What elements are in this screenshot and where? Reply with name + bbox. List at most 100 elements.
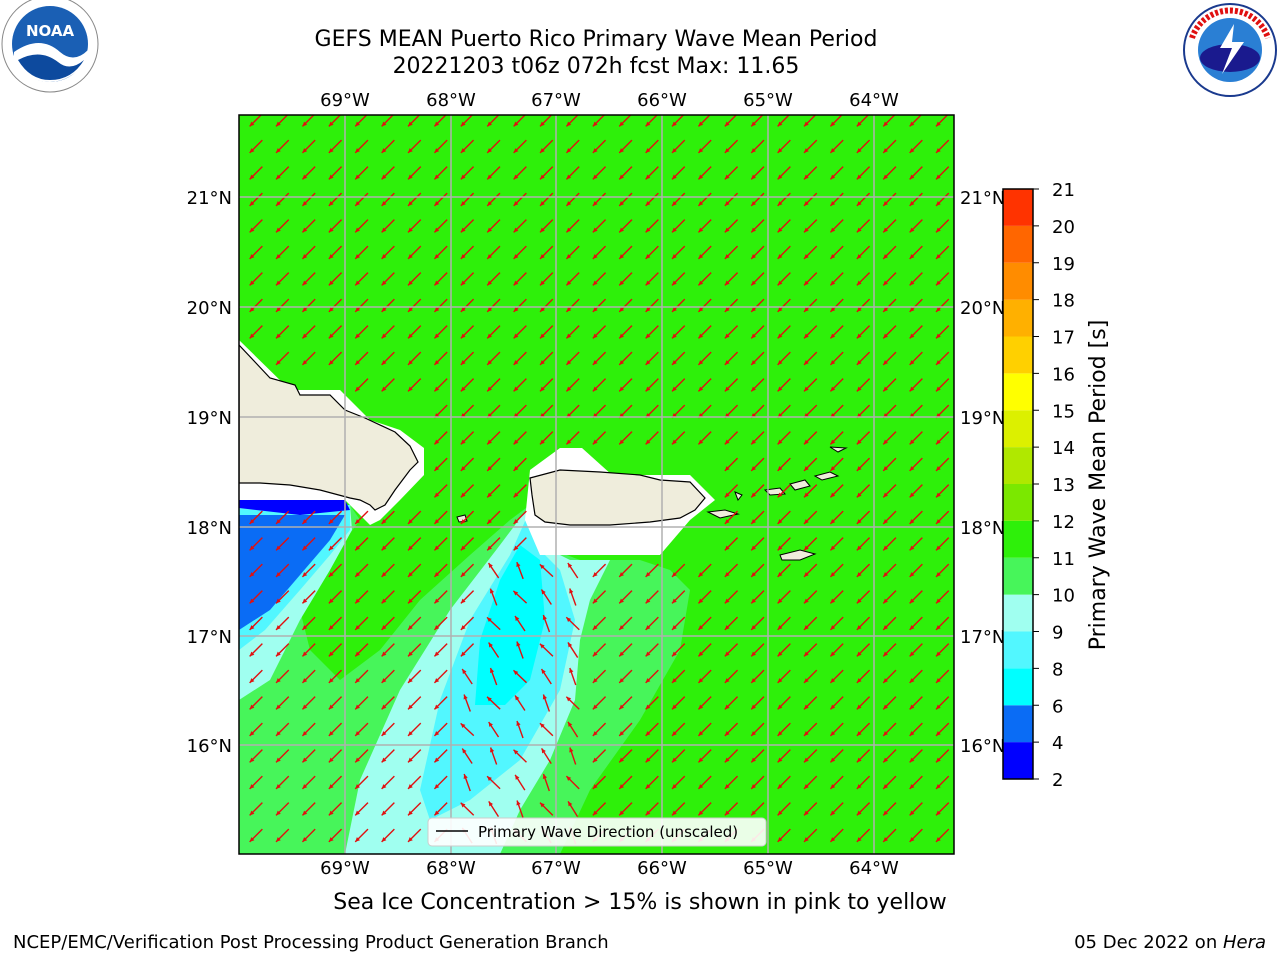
wave-arrow-head bbox=[856, 704, 862, 710]
lon-label-top: 65°W bbox=[743, 90, 793, 111]
wave-arrow-head bbox=[460, 519, 466, 524]
wave-arrow-head bbox=[463, 774, 468, 779]
wave-arrow-head bbox=[539, 723, 545, 728]
wave-arrow-head bbox=[540, 148, 545, 153]
wave-arrow-head bbox=[592, 704, 598, 710]
land-hispaniola bbox=[239, 344, 419, 511]
colorbar-segment bbox=[1003, 742, 1033, 779]
colorbar-segment bbox=[1003, 668, 1033, 706]
wave-arrow-head bbox=[434, 545, 440, 551]
wave-arrow-head bbox=[672, 784, 677, 789]
wave-arrow-head bbox=[830, 757, 836, 763]
wave-arrow-head bbox=[540, 227, 545, 233]
wave-arrow-head bbox=[751, 174, 756, 180]
wave-arrow-head bbox=[276, 757, 281, 763]
wave-arrow-head bbox=[566, 307, 572, 312]
wave-arrow-head bbox=[672, 651, 677, 657]
land-vieques bbox=[706, 509, 740, 519]
wave-arrow-head bbox=[460, 572, 466, 577]
wave-arrow-head bbox=[249, 333, 255, 339]
wave-arrow-head bbox=[830, 837, 836, 842]
wave-arrow-head bbox=[487, 227, 492, 233]
wave-arrow-head bbox=[513, 590, 519, 596]
wave-arrow-head bbox=[751, 598, 756, 604]
wave-arrow-head bbox=[513, 148, 519, 153]
wave-arrow-head bbox=[513, 439, 519, 445]
wave-arrow-head bbox=[645, 731, 651, 736]
nws-logo bbox=[1183, 3, 1277, 97]
wave-arrow-head bbox=[724, 704, 730, 710]
wave-arrow-head bbox=[381, 227, 387, 233]
lon-label-top: 67°W bbox=[531, 90, 581, 111]
wave-arrow-head bbox=[909, 227, 915, 233]
wave-arrow-head bbox=[434, 598, 440, 604]
wave-arrow-head bbox=[276, 307, 281, 312]
wave-arrow-head bbox=[777, 227, 783, 233]
wave-arrow-head bbox=[804, 360, 809, 365]
wave-arrow-head bbox=[672, 625, 677, 630]
wave-arrow-head bbox=[592, 810, 598, 816]
wave-arrow-head bbox=[936, 492, 941, 498]
wave-arrow-head bbox=[619, 386, 624, 392]
wave-arrow-head bbox=[645, 757, 651, 763]
wave-arrow-head bbox=[249, 625, 255, 630]
wave-arrow-head bbox=[698, 704, 704, 710]
wave-arrow-head bbox=[936, 810, 941, 816]
wave-arrow-head bbox=[381, 784, 387, 789]
wave-arrow-head bbox=[645, 174, 651, 180]
wave-arrow-head bbox=[567, 562, 573, 568]
wave-arrow-head bbox=[249, 148, 255, 153]
wave-arrow-head bbox=[883, 280, 888, 286]
wave-arrow-head bbox=[328, 651, 334, 657]
wave-arrow-head bbox=[488, 563, 493, 568]
wave-arrow-head bbox=[883, 121, 888, 127]
wave-arrow-head bbox=[355, 360, 360, 365]
wave-arrow-head bbox=[276, 598, 281, 604]
wave-arrow-head bbox=[566, 696, 572, 702]
wave-arrow-head bbox=[909, 837, 915, 842]
colorbar-segment bbox=[1003, 373, 1033, 411]
wave-arrow-head bbox=[434, 307, 440, 312]
wave-arrow-head bbox=[698, 174, 704, 180]
wave-arrow-head bbox=[672, 121, 677, 127]
wave-arrow-head bbox=[539, 564, 545, 570]
wave-arrow-head bbox=[672, 360, 677, 365]
wave-arrow-head bbox=[513, 519, 519, 524]
colorbar-ticks: 2 4 6 8 9 10 11 12 13 14 15 16 17 18 19 20 21 bbox=[1033, 180, 1075, 791]
wave-arrow-head bbox=[592, 148, 598, 153]
wave-arrow-head bbox=[487, 386, 492, 392]
wave-arrow-head bbox=[645, 651, 651, 657]
wave-arrow-head bbox=[856, 757, 862, 763]
wave-arrow-head bbox=[883, 837, 888, 842]
noaa-logo: NOAA bbox=[1, 0, 99, 93]
wave-arrow-head bbox=[460, 227, 466, 233]
wave-arrow-head bbox=[619, 678, 624, 683]
wave-arrow-head bbox=[619, 148, 624, 153]
wave-arrow-head bbox=[619, 731, 624, 736]
wave-arrow-head bbox=[249, 307, 255, 312]
colorbar-tick-label: 6 bbox=[1052, 696, 1063, 717]
wave-arrow-head bbox=[487, 121, 492, 127]
lat-label-right: 18°N bbox=[960, 518, 1005, 539]
lat-label-right: 21°N bbox=[960, 188, 1005, 209]
wave-arrow-head bbox=[592, 757, 598, 763]
wave-arrow-head bbox=[936, 625, 941, 630]
lat-label-left: 17°N bbox=[187, 627, 232, 648]
wave-arrow-head bbox=[777, 386, 783, 392]
wave-arrow-head bbox=[724, 625, 730, 630]
wave-arrow-head bbox=[830, 545, 836, 551]
wave-arrow-head bbox=[856, 678, 862, 683]
wave-arrow-head bbox=[592, 784, 598, 789]
wave-arrow-head bbox=[883, 625, 888, 630]
colorbar-segment bbox=[1003, 594, 1033, 632]
wave-arrow-head bbox=[487, 360, 492, 365]
wave-arrow-head bbox=[909, 810, 915, 816]
wave-arrow-head bbox=[302, 333, 308, 339]
wave-arrow-head bbox=[804, 174, 809, 180]
wave-arrow-head bbox=[249, 545, 255, 551]
lon-labels-bottom: 69°W 68°W 67°W 66°W 65°W 64°W bbox=[320, 858, 899, 879]
wave-arrow-head bbox=[856, 148, 862, 153]
wave-arrow-head bbox=[355, 810, 360, 816]
wave-arrow-head bbox=[936, 598, 941, 604]
wave-arrow-head bbox=[619, 307, 624, 312]
